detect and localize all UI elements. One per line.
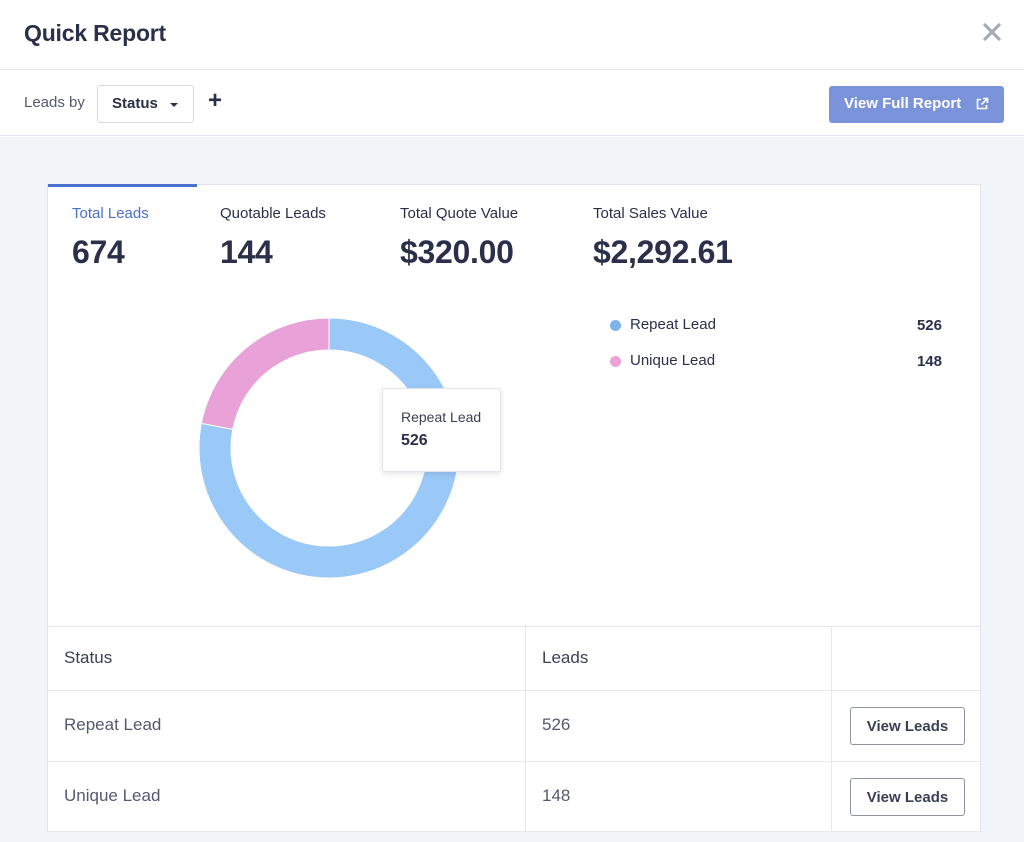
header-cell-status: Status	[48, 627, 525, 690]
cell-status: Unique Lead	[48, 762, 525, 831]
row-status: Repeat Lead	[64, 715, 162, 734]
report-card: Total Leads 674 Quotable Leads 144 Total…	[47, 184, 981, 832]
row-leads: 526	[542, 715, 571, 734]
stat-label: Quotable Leads	[220, 205, 326, 222]
table-header-row: Status Leads	[48, 627, 980, 691]
legend-value: 526	[916, 317, 942, 334]
group-by-select[interactable]: Status	[97, 85, 194, 123]
chart-tooltip: Repeat Lead 526	[382, 388, 501, 472]
page-title: Quick Report	[24, 20, 167, 46]
stat-total-leads[interactable]: Total Leads 674	[72, 205, 149, 271]
donut-slice-unique-lead[interactable]	[200, 317, 330, 430]
legend-label: Unique Lead	[630, 352, 716, 369]
stat-total-sales-value[interactable]: Total Sales Value $2,292.61	[593, 205, 733, 271]
status-table: Status Leads Repeat Lead 526 View Leads …	[48, 626, 980, 832]
stat-quotable-leads[interactable]: Quotable Leads 144	[220, 205, 326, 271]
report-toolbar: Leads by Status + View Full Report	[0, 71, 1024, 136]
cell-status: Repeat Lead	[48, 691, 525, 761]
column-header: Status	[64, 648, 113, 667]
cell-action: View Leads	[831, 691, 980, 761]
row-status: Unique Lead	[64, 786, 161, 805]
table-row: Unique Lead 148 View Leads	[48, 762, 980, 832]
row-leads: 148	[542, 786, 571, 805]
active-tab-indicator	[48, 184, 197, 187]
stat-label: Total Quote Value	[400, 205, 519, 222]
stat-value: $320.00	[400, 234, 514, 270]
tooltip-label: Repeat Lead	[401, 409, 482, 425]
header-cell-actions	[831, 627, 980, 690]
stat-value: 144	[220, 234, 273, 270]
legend-item-unique-lead[interactable]: Unique Lead 148	[608, 351, 942, 373]
modal-header: Quick Report	[0, 0, 1024, 70]
cell-action: View Leads	[831, 762, 980, 831]
view-leads-button[interactable]: View Leads	[850, 707, 965, 745]
close-icon	[983, 23, 1001, 41]
group-by-select-value: Status	[112, 95, 158, 112]
tooltip-value: 526	[401, 432, 428, 449]
view-full-report-button[interactable]: View Full Report	[829, 86, 1004, 123]
stat-label: Total Sales Value	[593, 205, 708, 222]
legend-item-repeat-lead[interactable]: Repeat Lead 526	[608, 315, 942, 337]
table-row: Repeat Lead 526 View Leads	[48, 691, 980, 762]
cell-leads: 526	[525, 691, 831, 761]
external-link-icon	[976, 97, 989, 110]
stat-value: $2,292.61	[593, 234, 733, 270]
legend-label: Repeat Lead	[630, 316, 716, 333]
leads-by-label: Leads by	[24, 94, 85, 111]
stat-value: 674	[72, 234, 125, 270]
legend-dot	[610, 320, 621, 331]
close-button[interactable]	[980, 20, 1004, 44]
add-grouping-button[interactable]: +	[208, 87, 223, 114]
stat-label: Total Leads	[72, 205, 149, 222]
view-leads-button[interactable]: View Leads	[850, 778, 965, 816]
cell-leads: 148	[525, 762, 831, 831]
view-full-report-label: View Full Report	[844, 95, 962, 112]
legend-dot	[610, 356, 621, 367]
chevron-down-icon	[170, 103, 178, 107]
stat-total-quote-value[interactable]: Total Quote Value $320.00	[400, 205, 518, 271]
header-cell-leads: Leads	[525, 627, 831, 690]
legend-value: 148	[916, 353, 942, 370]
column-header: Leads	[542, 648, 589, 667]
